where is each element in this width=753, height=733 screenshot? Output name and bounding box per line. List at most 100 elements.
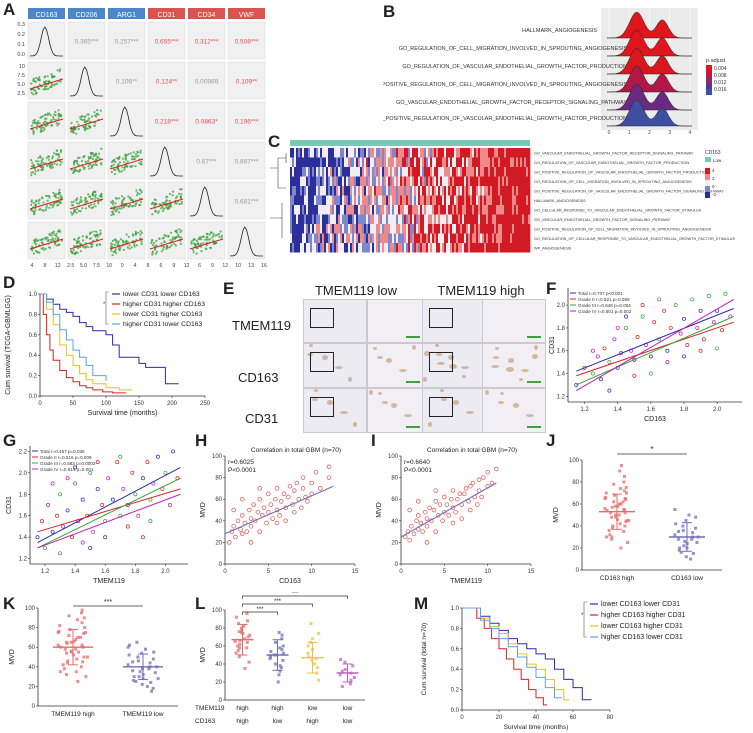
heatmap-row-label: GO_CELLULAR_RESPONSE_TO_VASCULAR_ENDOTHE… [534,209,702,213]
heatmap-cell [352,214,355,224]
x-tick-label: 1.8 [131,569,140,575]
scatter-point [32,171,35,174]
x-tick-label: 60 [570,715,577,721]
heatmap-cell [308,224,311,234]
heatmap-cell [484,157,487,167]
heatmap-cell [446,214,449,224]
heatmap-cell [362,205,365,215]
fit-line [109,238,144,250]
heatmap-cell [492,195,495,205]
heatmap-cell [418,195,421,205]
scatter-point [168,246,172,249]
heatmap-cell [512,195,515,205]
heatmap-cell [516,157,519,167]
data-point [67,614,71,618]
correlation-value: 0.196*** [235,119,259,126]
heatmap-cell [382,243,385,253]
stained-cell [386,358,392,363]
scatter-point [470,480,476,486]
heatmap-cell [528,243,531,253]
scatter-point [139,230,142,233]
scatter-point [121,195,124,198]
heatmap-cell [342,205,345,215]
heatmap-row-label: GO_REGULATION_OF_VASCULAR_ENDOTHELIAL_GR… [534,161,689,165]
scatter-point [161,209,165,212]
heatmap-cell [294,176,297,186]
heatmap-cell [434,205,437,215]
scatter-point [124,154,127,157]
heatmap-cell [404,224,407,234]
heatmap-cell [330,214,333,224]
heatmap-cell [344,167,347,177]
stained-cell [322,355,328,360]
heatmap-cell [428,214,431,224]
heatmap-cell [410,243,413,253]
heatmap-cell [472,186,475,196]
heatmap-cell [418,233,421,243]
x-tick-label: 1.6 [647,407,656,413]
heatmap-cell [510,157,513,167]
heatmap-cell [310,233,313,243]
heatmap-cell [494,214,497,224]
heatmap-cell [428,243,431,253]
data-point [681,528,685,532]
heatmap-cell [330,167,333,177]
heatmap-cell [498,224,501,234]
heatmap-cell [422,148,425,158]
scatter-point [180,202,183,205]
heatmap-cell [518,186,521,196]
data-point [138,670,142,674]
heatmap-cell [314,205,317,215]
heatmap-cell [440,243,443,253]
fit-line [576,298,734,392]
scatter-point [192,248,195,251]
x-tick-label: 0 [223,569,227,575]
scatter-point [124,241,127,245]
heatmap-cell [442,167,445,177]
scatter-point [31,122,34,125]
scatter-point [248,540,254,545]
heatmap-cell [442,195,445,205]
heatmap-cell [480,205,483,215]
heatmap-cell [440,224,443,234]
heatmap-cell [292,243,295,253]
heatmap-cell [454,167,457,177]
heatmap-cell [504,167,507,177]
heatmap-cell [366,205,369,215]
heatmap-cell [380,186,383,196]
y-tick-label: 1.6 [557,349,566,355]
heatmap-cell [430,148,433,158]
scatter-point [673,303,678,308]
scatter-point [58,155,61,158]
scatter-point [590,348,595,353]
heatmap-cell [320,224,323,234]
heatmap-cell [322,176,325,186]
heatmap-cell [480,176,483,186]
heatmap-cell [422,176,425,186]
scatter-point [35,535,40,540]
heatmap-cell [348,233,351,243]
scatter-point [121,486,126,491]
heatmap-cell [516,233,519,243]
heatmap-cell [524,224,527,234]
data-point [136,659,140,663]
heatmap-cell [296,157,299,167]
scatter-point [139,200,143,204]
heatmap-cell [444,148,447,158]
scatter-point [85,200,88,203]
heatmap-cell [376,224,379,234]
scatter-point [139,233,142,236]
scatter-point [85,127,88,130]
scatter-point [167,235,170,238]
scatter-point [46,123,49,127]
heatmap-cell [436,233,439,243]
correlation-value: 0.218*** [155,119,179,126]
scatter-point [41,209,44,212]
data-point [622,530,626,533]
scatter-point [30,174,33,177]
scatter-point [119,238,122,241]
heatmap-cell [468,214,471,224]
heatmap-cell [322,233,325,243]
heatmap-cell [324,167,327,177]
heatmap-cell [490,195,493,205]
